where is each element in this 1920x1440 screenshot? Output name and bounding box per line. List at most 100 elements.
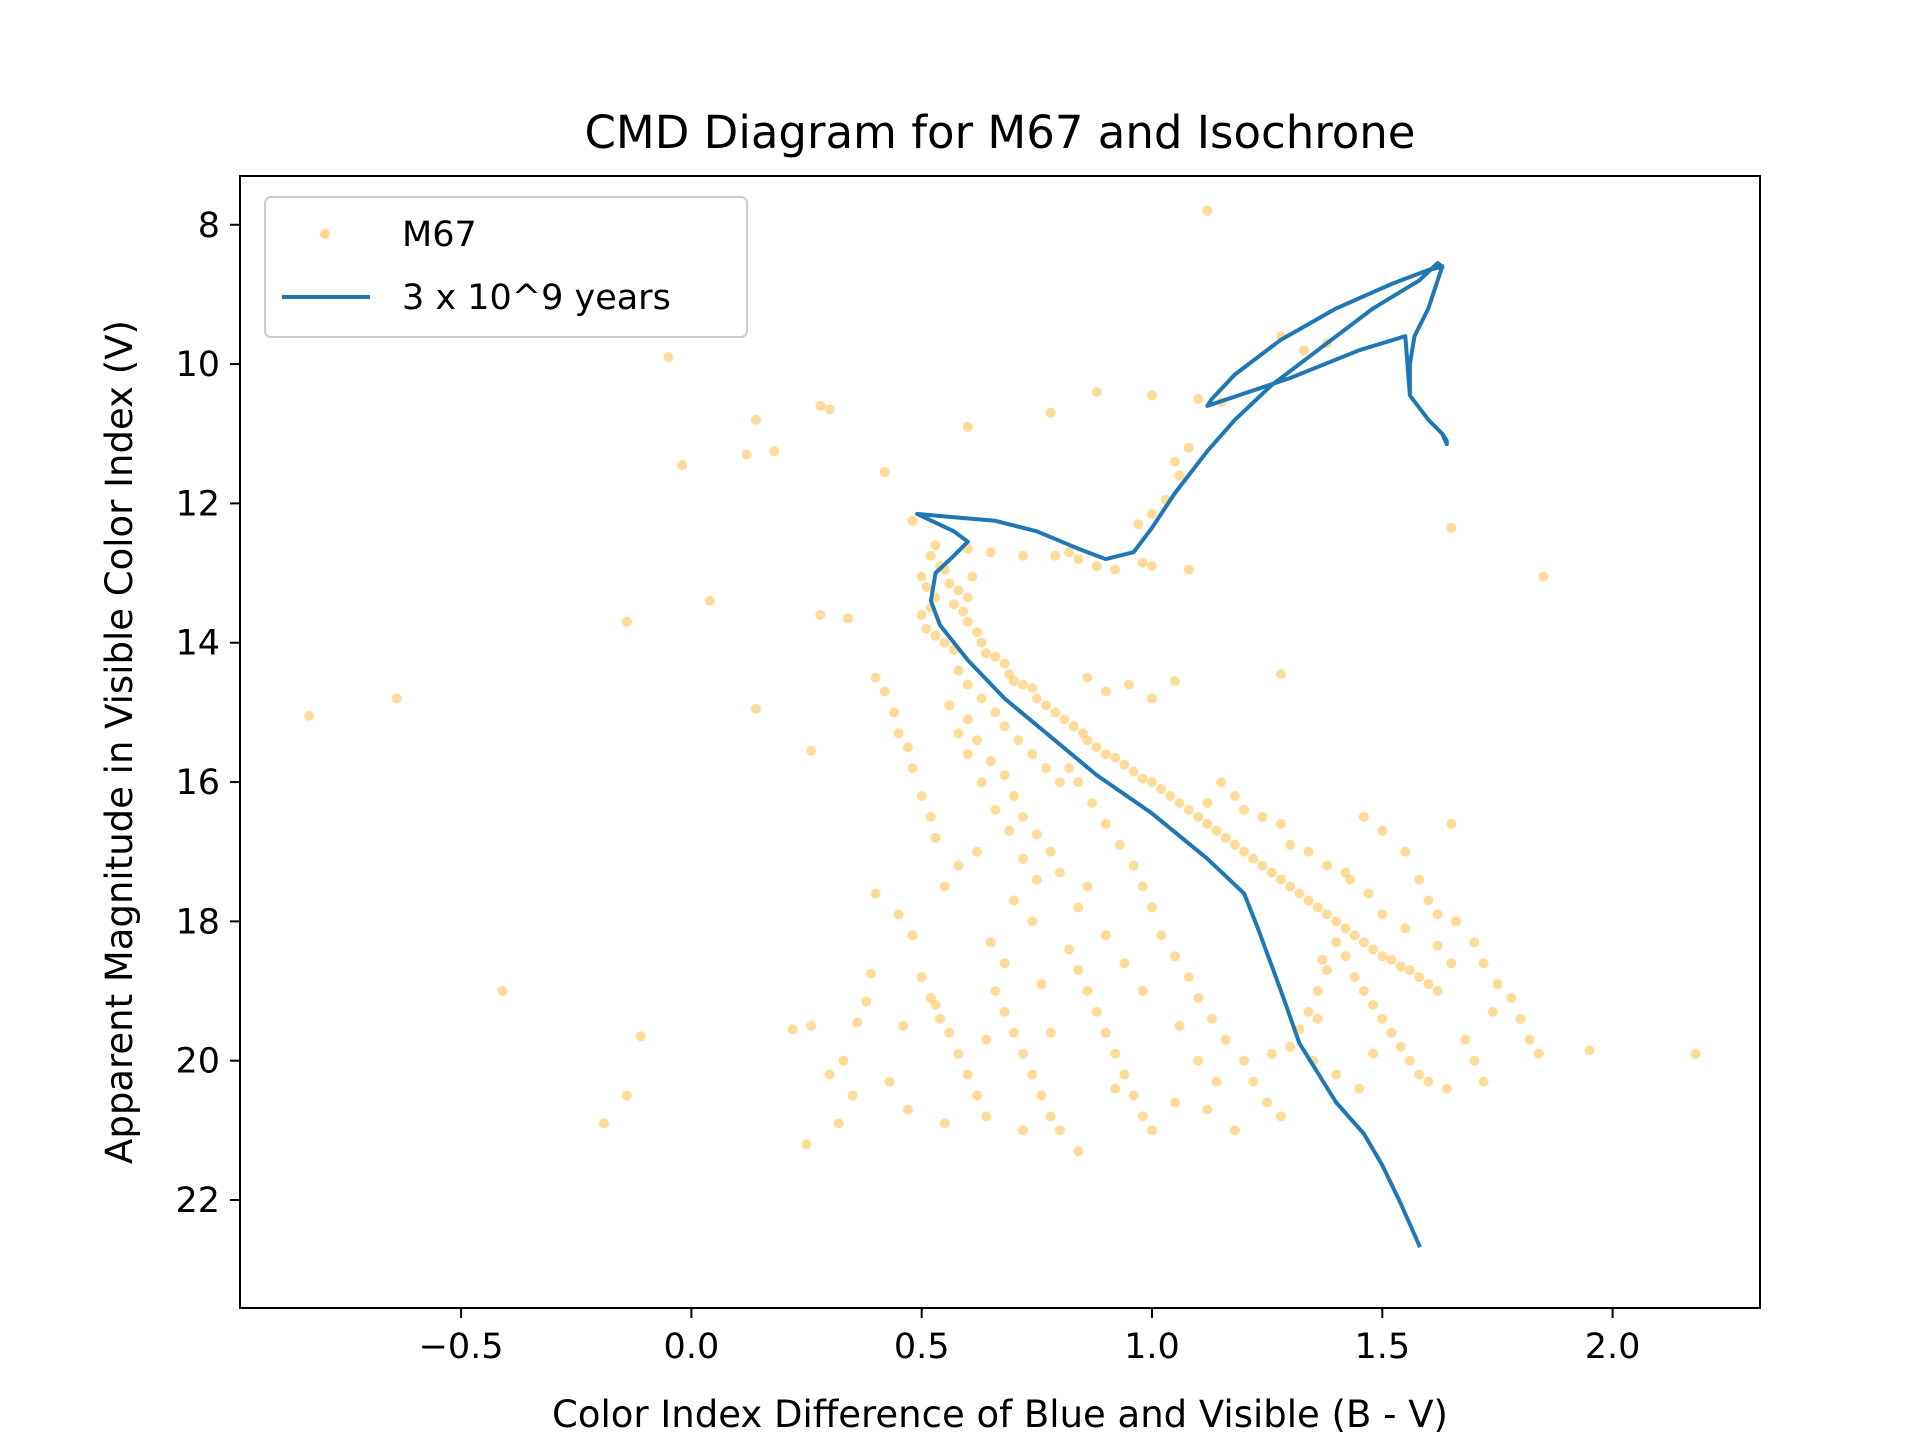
scatter-point [1073,777,1084,788]
scatter-point [663,352,674,363]
scatter-point [953,728,964,739]
x-tick-label: 0.0 [664,1327,720,1367]
scatter-point [925,550,936,561]
scatter-point [1165,791,1176,801]
scatter-point [1013,735,1024,746]
scatter-point [1137,881,1148,892]
scatter-point [1414,1069,1425,1080]
scatter-point [497,986,508,996]
scatter-point [852,1017,863,1028]
x-tick-label: 1.5 [1354,1327,1410,1367]
scatter-point [677,460,688,471]
scatter-point [935,1013,946,1024]
scatter-point [1137,1111,1148,1122]
scatter-point [981,648,992,659]
scatter-point [1400,846,1411,857]
y-tick-label: 16 [175,763,220,803]
scatter-point [999,1006,1010,1017]
scatter-point [1584,1045,1595,1056]
scatter-point [962,714,973,725]
scatter-point [889,707,900,718]
scatter-point [1137,557,1148,568]
scatter-point [1156,784,1167,794]
scatter-point [1285,881,1296,892]
scatter-point [907,930,918,941]
scatter-point [1414,874,1425,885]
scatter-point [1248,1076,1259,1087]
scatter-point [976,777,987,788]
scatter-point [1358,811,1369,822]
scatter-point [1128,766,1139,777]
scatter-point [1229,1125,1240,1136]
y-tick-label: 8 [198,206,220,246]
scatter-point [1229,791,1240,801]
scatter-point [1257,860,1268,871]
scatter-point [1299,345,1309,356]
scatter-point [1690,1048,1701,1059]
scatter-point [824,1069,835,1080]
scatter-point [962,679,973,690]
scatter-point [939,637,950,648]
scatter-point [1064,763,1075,774]
scatter-point [1174,798,1185,808]
scatter-point [972,1090,982,1101]
scatter-point [962,421,973,432]
scatter-point [1036,979,1047,990]
scatter-point [1202,1104,1213,1115]
scatter-point [1322,860,1332,871]
scatter-point [1377,1013,1388,1024]
scatter-point [1100,749,1111,760]
scatter-point [1441,1083,1452,1094]
scatter-point [1004,825,1015,836]
scatter-point [1147,902,1157,913]
scatter-point [1432,909,1443,920]
scatter-point [1340,923,1351,934]
scatter-point [1018,1125,1028,1136]
scatter-point [1054,1125,1065,1136]
scatter-point [1091,1006,1102,1017]
scatter-point [962,1069,973,1080]
scatter-point [1377,951,1388,962]
scatter-point [1156,930,1167,941]
scatter-point [953,1048,964,1059]
scatter-point [990,651,1001,662]
scatter-point [806,1020,817,1031]
scatter-point [930,1000,941,1010]
scatter-point [1262,1097,1273,1108]
scatter-point [1064,944,1075,955]
scatter-point [1008,895,1019,906]
chart-title: CMD Diagram for M67 and Isochrone [584,106,1415,159]
y-tick-label: 18 [175,902,220,942]
scatter-point [1183,972,1194,983]
scatter-point [1395,1041,1406,1052]
scatter-point [902,1104,913,1115]
scatter-point [962,592,973,603]
scatter-point [1220,1034,1231,1045]
scatter-point [741,449,752,460]
scatter-point [1386,954,1397,965]
legend-label-isochrone: 3 x 10^9 years [402,278,671,318]
scatter-point [1147,693,1157,704]
scatter-point [1128,860,1139,871]
scatter-point [893,728,904,739]
scatter-point [1082,881,1093,892]
scatter-point [1068,721,1079,732]
scatter-point [1050,707,1061,718]
scatter-point [1257,811,1268,822]
scatter-point [750,414,761,425]
scatter-point [1119,1069,1130,1080]
scatter-point [1349,930,1360,941]
scatter-point [1133,519,1144,530]
scatter-point [1027,1069,1038,1080]
scatter-point [944,700,955,711]
scatter-point [1239,1055,1250,1066]
scatter-point [1183,442,1194,453]
scatter-point [1206,1013,1217,1024]
scatter-point [1054,867,1065,878]
scatter-point [1368,1000,1379,1010]
scatter-point [1110,1083,1121,1094]
scatter-point [967,571,978,582]
scatter-point [1008,676,1019,686]
scatter-point [1031,693,1042,704]
scatter-point [1031,874,1042,885]
